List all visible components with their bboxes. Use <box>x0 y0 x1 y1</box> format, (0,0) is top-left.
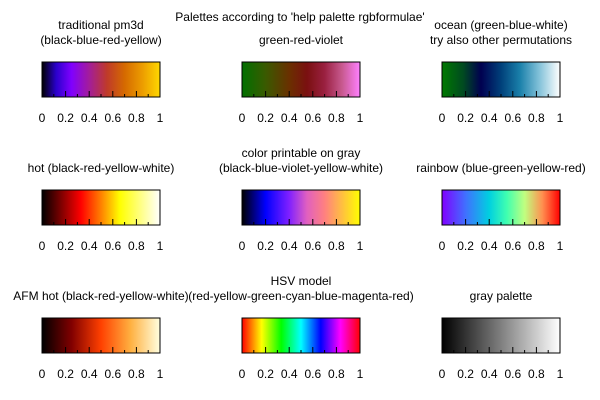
palette-panel: traditional pm3d(black-blue-red-yellow) 0… <box>39 18 164 125</box>
tick-label: 0.8 <box>528 111 545 125</box>
tick-label: 0.6 <box>304 239 321 253</box>
palette-title: green-red-violet <box>259 33 344 47</box>
tick-label: 0.8 <box>128 367 145 381</box>
tick-label: 0.4 <box>481 239 498 253</box>
tick-label: 0 <box>239 239 246 253</box>
palette-title: (black-blue-red-yellow) <box>40 33 161 47</box>
tick-label: 1 <box>557 367 564 381</box>
palette-bar <box>241 61 361 98</box>
palette-panel: color printable on gray(black-blue-viole… <box>219 146 383 253</box>
tick-label: 0.6 <box>104 239 121 253</box>
tick-label: 0 <box>439 111 446 125</box>
tick-label: 0.8 <box>528 367 545 381</box>
palette-panel: ocean (green-blue-white)try also other p… <box>430 18 572 125</box>
tick-label: 0.6 <box>104 367 121 381</box>
palette-panel: HSV model(red-yellow-green-cyan-blue-mag… <box>188 274 413 381</box>
tick-label: 0 <box>39 239 46 253</box>
tick-label: 0.8 <box>328 239 345 253</box>
tick-label: 0.4 <box>281 239 298 253</box>
tick-label: 1 <box>157 111 164 125</box>
tick-label: 0.2 <box>457 111 474 125</box>
palette-title: (black-blue-violet-yellow-white) <box>219 161 383 175</box>
tick-label: 1 <box>557 239 564 253</box>
palette-panel: hot (black-red-yellow-white) 0 0.2 0.4 0.6 0.… <box>28 161 175 253</box>
tick-label: 0.8 <box>328 367 345 381</box>
tick-label: 0.4 <box>481 367 498 381</box>
tick-label: 0.8 <box>128 111 145 125</box>
palette-panel: green-red-violet 0 0.2 0.4 0.6 0.8 1 <box>239 33 364 125</box>
palette-title: try also other permutations <box>430 33 572 47</box>
tick-label: 0 <box>239 111 246 125</box>
tick-label: 0.2 <box>457 367 474 381</box>
palette-title: (red-yellow-green-cyan-blue-magenta-red) <box>188 289 413 303</box>
tick-label: 0.4 <box>481 111 498 125</box>
palette-title: AFM hot (black-red-yellow-white) <box>13 289 188 303</box>
tick-label: 0.8 <box>328 111 345 125</box>
tick-label: 0.8 <box>528 239 545 253</box>
tick-label: 0.2 <box>57 111 74 125</box>
tick-label: 0.6 <box>304 367 321 381</box>
palette-bar <box>41 317 161 354</box>
tick-label: 0.6 <box>504 367 521 381</box>
tick-label: 0.4 <box>81 111 98 125</box>
tick-label: 1 <box>157 367 164 381</box>
tick-label: 0 <box>239 367 246 381</box>
tick-label: 0.6 <box>104 111 121 125</box>
tick-label: 0.4 <box>281 111 298 125</box>
tick-label: 1 <box>357 239 364 253</box>
tick-label: 0.2 <box>457 239 474 253</box>
palette-bar <box>41 189 161 226</box>
tick-label: 1 <box>157 239 164 253</box>
palette-title: color printable on gray <box>242 146 361 160</box>
tick-label: 0.4 <box>281 367 298 381</box>
palette-bar <box>41 61 161 98</box>
palette-bar <box>441 317 561 354</box>
tick-label: 0.2 <box>257 111 274 125</box>
tick-label: 0 <box>439 367 446 381</box>
palette-panel: rainbow (blue-green-yellow-red) 0 0.2 0.4 0.… <box>416 161 585 253</box>
tick-label: 0.6 <box>304 111 321 125</box>
palette-title: gray palette <box>470 289 533 303</box>
tick-label: 0.4 <box>81 239 98 253</box>
palette-bar <box>241 189 361 226</box>
tick-label: 1 <box>357 367 364 381</box>
tick-label: 1 <box>557 111 564 125</box>
tick-label: 0 <box>39 111 46 125</box>
palette-title: traditional pm3d <box>58 18 143 32</box>
tick-label: 0.6 <box>504 111 521 125</box>
tick-label: 0 <box>439 239 446 253</box>
tick-label: 0.8 <box>128 239 145 253</box>
palette-panel: AFM hot (black-red-yellow-white) 0 0.2 0.4 0… <box>13 289 188 381</box>
tick-label: 0.2 <box>257 239 274 253</box>
tick-label: 0.2 <box>57 367 74 381</box>
palette-title: HSV model <box>271 274 332 288</box>
palette-panel: gray palette 0 0.2 0.4 0.6 0.8 1 <box>439 289 564 381</box>
tick-label: 1 <box>357 111 364 125</box>
palette-bar <box>241 317 361 354</box>
palette-title: ocean (green-blue-white) <box>434 18 567 32</box>
tick-label: 0 <box>39 367 46 381</box>
tick-label: 0.4 <box>81 367 98 381</box>
page-title: Palettes according to 'help palette rgbf… <box>175 10 424 24</box>
palette-title: rainbow (blue-green-yellow-red) <box>416 161 585 175</box>
palette-title: hot (black-red-yellow-white) <box>28 161 175 175</box>
palette-bar <box>441 61 561 98</box>
palette-bar <box>441 189 561 226</box>
tick-label: 0.2 <box>57 239 74 253</box>
tick-label: 0.6 <box>504 239 521 253</box>
tick-label: 0.2 <box>257 367 274 381</box>
